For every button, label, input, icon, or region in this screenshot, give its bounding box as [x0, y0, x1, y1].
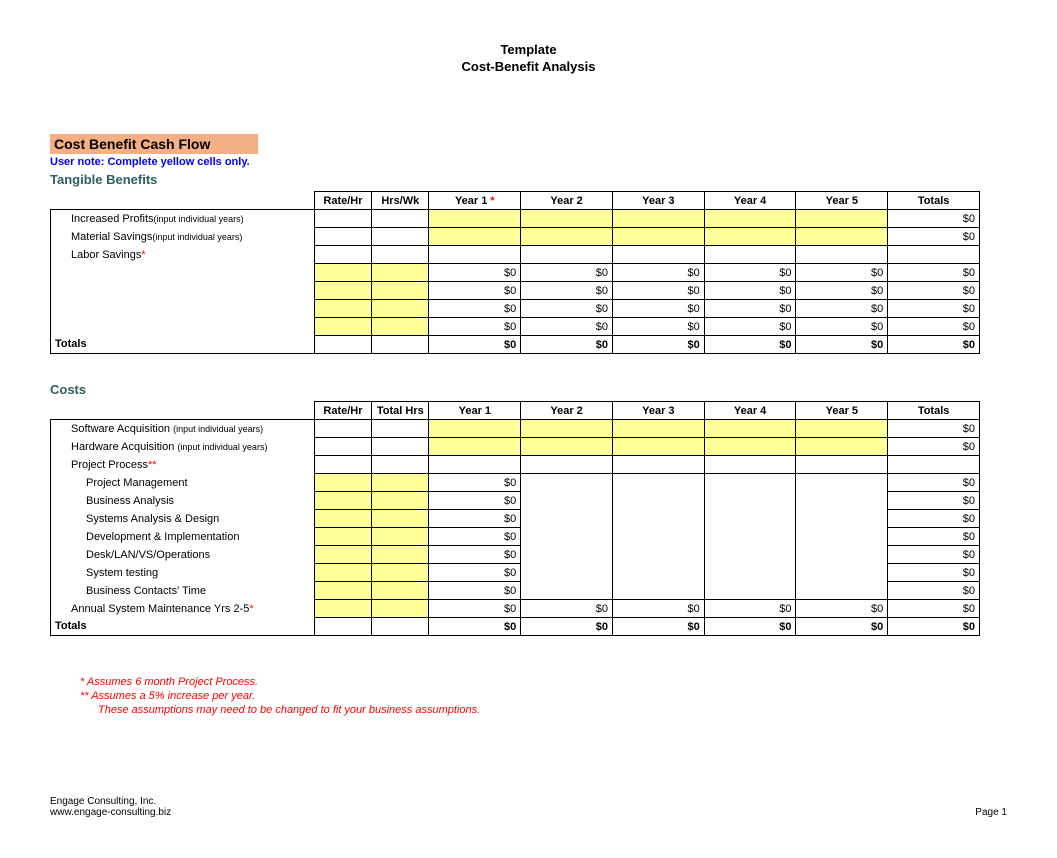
- input-cell[interactable]: [429, 438, 521, 456]
- row-dev: Development & Implementation $0 $0: [51, 528, 980, 546]
- col-y3: Year 3: [612, 192, 704, 210]
- row-sad: Systems Analysis & Design $0 $0: [51, 510, 980, 528]
- row-costs-totals: Totals $0 $0 $0 $0 $0 $0: [51, 618, 980, 636]
- header-line1: Template: [50, 42, 1007, 57]
- input-cell[interactable]: [372, 546, 429, 564]
- costs-header-row: Rate/Hr Total Hrs Year 1 Year 2 Year 3 Y…: [51, 402, 980, 420]
- col-rate: Rate/Hr: [314, 402, 371, 420]
- input-cell[interactable]: [704, 228, 796, 246]
- row-maint: Annual System Maintenance Yrs 2-5* $0 $0…: [51, 600, 980, 618]
- col-totals: Totals: [888, 402, 980, 420]
- footer-page: Page 1: [975, 807, 1007, 818]
- input-cell[interactable]: [612, 420, 704, 438]
- input-cell[interactable]: [372, 282, 429, 300]
- input-cell[interactable]: [372, 300, 429, 318]
- col-y4: Year 4: [704, 402, 796, 420]
- row-ba: Business Analysis $0 $0: [51, 492, 980, 510]
- input-cell[interactable]: [314, 582, 371, 600]
- input-cell[interactable]: [612, 438, 704, 456]
- input-cell[interactable]: [704, 438, 796, 456]
- row-project-process: Project Process**: [51, 456, 980, 474]
- input-cell[interactable]: [521, 420, 613, 438]
- input-cell[interactable]: [796, 228, 888, 246]
- benefits-header-row: Rate/Hr Hrs/Wk Year 1 * Year 2 Year 3 Ye…: [51, 192, 980, 210]
- costs-table: Rate/Hr Total Hrs Year 1 Year 2 Year 3 Y…: [50, 401, 980, 636]
- footer-company: Engage Consulting, Inc.: [50, 796, 171, 807]
- input-cell[interactable]: [521, 210, 613, 228]
- footnote-3: These assumptions may need to be changed…: [80, 704, 1007, 716]
- row-labor1: $0 $0 $0 $0 $0 $0: [51, 264, 980, 282]
- input-cell[interactable]: [314, 264, 371, 282]
- input-cell[interactable]: [704, 420, 796, 438]
- input-cell[interactable]: [704, 210, 796, 228]
- col-y2: Year 2: [521, 402, 613, 420]
- row-software: Software Acquisition (input individual y…: [51, 420, 980, 438]
- col-totalhrs: Total Hrs: [372, 402, 429, 420]
- input-cell[interactable]: [372, 474, 429, 492]
- row-material-savings: Material Savings(input individual years)…: [51, 228, 980, 246]
- input-cell[interactable]: [314, 528, 371, 546]
- row-bct: Business Contacts' Time $0 $0: [51, 582, 980, 600]
- footnote-1: * Assumes 6 month Project Process.: [80, 676, 1007, 688]
- col-y1: Year 1: [429, 402, 521, 420]
- input-cell[interactable]: [372, 318, 429, 336]
- input-cell[interactable]: [372, 510, 429, 528]
- row-test: System testing $0 $0: [51, 564, 980, 582]
- input-cell[interactable]: [612, 210, 704, 228]
- footer-url: www.engage-consulting.biz: [50, 807, 171, 818]
- user-note: User note: Complete yellow cells only.: [50, 156, 1007, 168]
- benefits-table: Rate/Hr Hrs/Wk Year 1 * Year 2 Year 3 Ye…: [50, 191, 980, 354]
- page-footer: Engage Consulting, Inc. www.engage-consu…: [50, 796, 1007, 818]
- col-y1: Year 1 *: [429, 192, 521, 210]
- cashflow-title: Cost Benefit Cash Flow: [50, 134, 258, 154]
- row-hardware: Hardware Acquisition (input individual y…: [51, 438, 980, 456]
- col-totals: Totals: [888, 192, 980, 210]
- col-y5: Year 5: [796, 402, 888, 420]
- input-cell[interactable]: [429, 420, 521, 438]
- col-y4: Year 4: [704, 192, 796, 210]
- input-cell[interactable]: [314, 492, 371, 510]
- input-cell[interactable]: [314, 564, 371, 582]
- row-labor-savings: Labor Savings*: [51, 246, 980, 264]
- input-cell[interactable]: [314, 510, 371, 528]
- input-cell[interactable]: [372, 564, 429, 582]
- input-cell[interactable]: [372, 582, 429, 600]
- input-cell[interactable]: [314, 546, 371, 564]
- input-cell[interactable]: [314, 282, 371, 300]
- input-cell[interactable]: [314, 474, 371, 492]
- input-cell[interactable]: [372, 600, 429, 618]
- footnote-2: ** Assumes a 5% increase per year.: [80, 690, 1007, 702]
- input-cell[interactable]: [314, 600, 371, 618]
- col-rate: Rate/Hr: [314, 192, 371, 210]
- input-cell[interactable]: [429, 210, 521, 228]
- col-y5: Year 5: [796, 192, 888, 210]
- col-y3: Year 3: [612, 402, 704, 420]
- input-cell[interactable]: [372, 492, 429, 510]
- input-cell[interactable]: [314, 318, 371, 336]
- row-labor2: $0 $0 $0 $0 $0 $0: [51, 282, 980, 300]
- row-benefits-totals: Totals $0 $0 $0 $0 $0 $0: [51, 336, 980, 354]
- input-cell[interactable]: [521, 438, 613, 456]
- header-line2: Cost-Benefit Analysis: [50, 59, 1007, 74]
- input-cell[interactable]: [372, 264, 429, 282]
- costs-title: Costs: [50, 382, 1007, 397]
- footnotes: * Assumes 6 month Project Process. ** As…: [80, 676, 1007, 716]
- row-increased-profits: Increased Profits(input individual years…: [51, 210, 980, 228]
- benefits-title: Tangible Benefits: [50, 172, 1007, 187]
- input-cell[interactable]: [612, 228, 704, 246]
- row-desk: Desk/LAN/VS/Operations $0 $0: [51, 546, 980, 564]
- input-cell[interactable]: [521, 228, 613, 246]
- input-cell[interactable]: [796, 210, 888, 228]
- row-labor3: $0 $0 $0 $0 $0 $0: [51, 300, 980, 318]
- input-cell[interactable]: [429, 228, 521, 246]
- col-y2: Year 2: [521, 192, 613, 210]
- row-pm: Project Management $0 $0: [51, 474, 980, 492]
- input-cell[interactable]: [796, 420, 888, 438]
- input-cell[interactable]: [314, 300, 371, 318]
- page-header: Template Cost-Benefit Analysis: [50, 42, 1007, 74]
- col-hrs: Hrs/Wk: [372, 192, 429, 210]
- row-labor4: $0 $0 $0 $0 $0 $0: [51, 318, 980, 336]
- input-cell[interactable]: [796, 438, 888, 456]
- input-cell[interactable]: [372, 528, 429, 546]
